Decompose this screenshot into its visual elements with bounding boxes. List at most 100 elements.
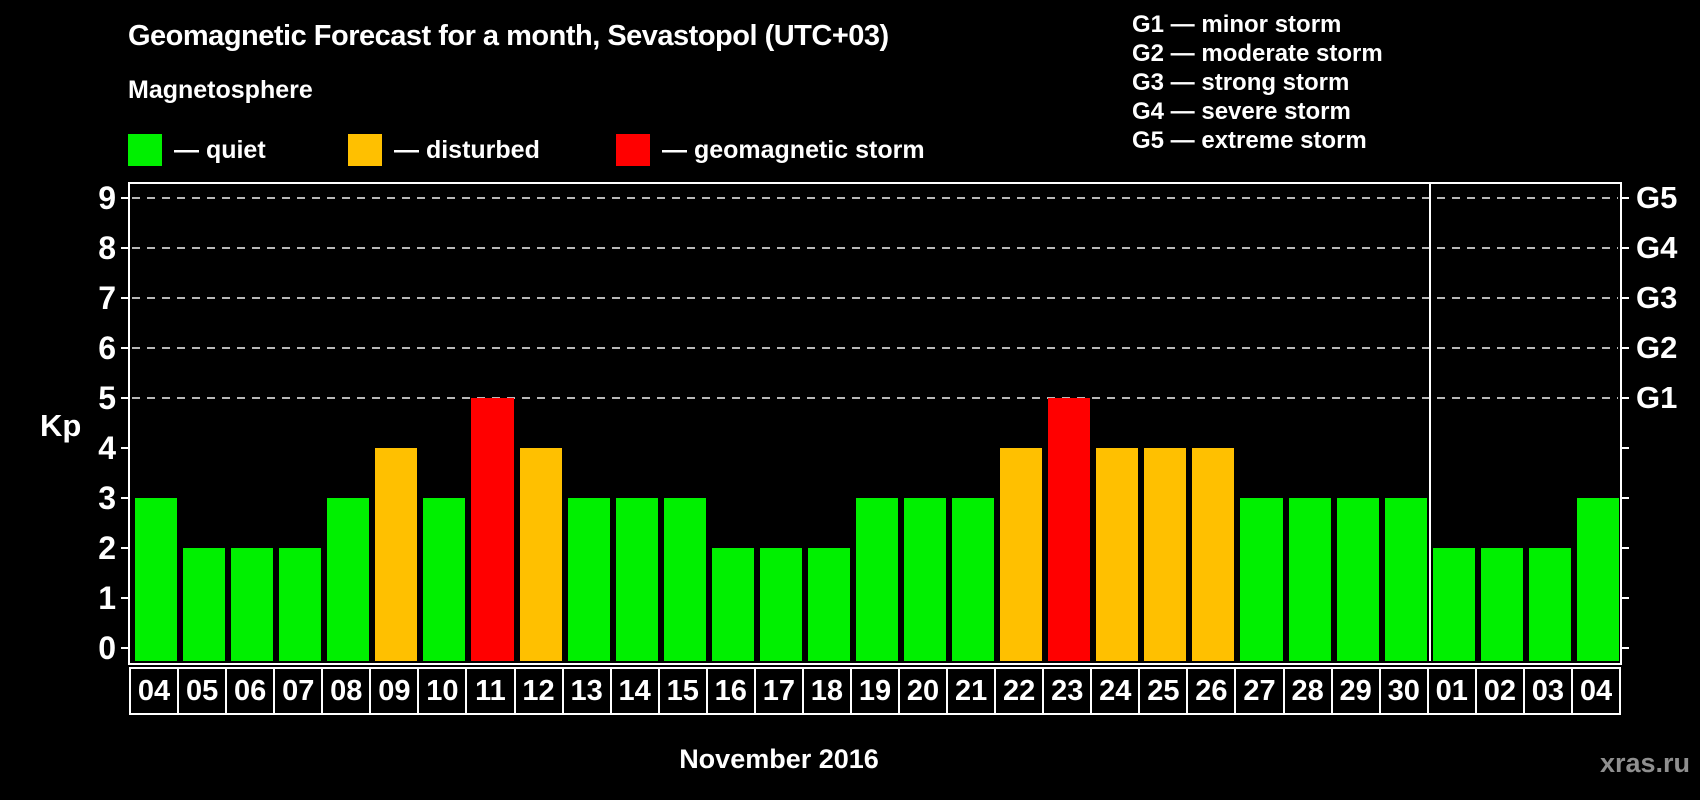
- bar-nov-22: [1000, 448, 1043, 661]
- day-label-nov-08: 08: [321, 667, 372, 715]
- day-label-nov-06: 06: [225, 667, 276, 715]
- y-tick-right-6: [1620, 347, 1629, 349]
- y-tick-right-0: [1620, 647, 1629, 649]
- y-tick-label-8: 8: [98, 230, 116, 266]
- bar-nov-18: [807, 548, 850, 661]
- y-tick-left-6: [121, 347, 130, 349]
- legend-item-disturbed: — disturbed: [348, 134, 540, 166]
- day-label-nov-13: 13: [561, 667, 612, 715]
- day-label-dec-02: 02: [1474, 667, 1525, 715]
- y-tick-label-1: 1: [98, 580, 116, 616]
- bar-nov-15: [663, 498, 706, 661]
- day-label-nov-16: 16: [705, 667, 756, 715]
- y-tick-label-0: 0: [98, 630, 116, 666]
- day-label-nov-20: 20: [898, 667, 949, 715]
- day-label-dec-04: 04: [1570, 667, 1621, 715]
- g-legend-line-g2: G2 — moderate storm: [1132, 40, 1383, 67]
- day-label-nov-14: 14: [609, 667, 660, 715]
- page-title: Geomagnetic Forecast for a month, Sevast…: [128, 20, 889, 52]
- bar-dec-01: [1432, 548, 1475, 661]
- bar-nov-24: [1096, 448, 1139, 661]
- y-tick-right-4: [1620, 447, 1629, 449]
- y-tick-left-2: [121, 547, 130, 549]
- day-label-nov-07: 07: [273, 667, 324, 715]
- bar-nov-17: [759, 548, 802, 661]
- bar-nov-25: [1144, 448, 1187, 661]
- y-tick-right-9: [1620, 197, 1629, 199]
- g-legend-line-g4: G4 — severe storm: [1132, 98, 1351, 125]
- y-tick-left-0: [121, 647, 130, 649]
- gridline-kp8: [132, 247, 1618, 249]
- day-label-nov-25: 25: [1138, 667, 1189, 715]
- y-tick-label-7: 7: [98, 280, 116, 316]
- g-legend-line-g5: G5 — extreme storm: [1132, 127, 1367, 154]
- bar-dec-02: [1480, 548, 1523, 661]
- month-separator-line: [1428, 182, 1431, 661]
- gridline-kp5: [132, 397, 1618, 399]
- g-legend-line-g1: G1 — minor storm: [1132, 11, 1342, 38]
- magnetosphere-subtitle: Magnetosphere: [128, 76, 313, 104]
- bar-dec-03: [1528, 548, 1571, 661]
- bar-nov-14: [615, 498, 658, 661]
- y-tick-right-7: [1620, 297, 1629, 299]
- g-scale-legend: G1 — minor storm G2 — moderate storm G3 …: [1132, 10, 1383, 155]
- y-tick-right-8: [1620, 247, 1629, 249]
- bar-nov-30: [1384, 498, 1427, 661]
- g-tick-label-g5: G5: [1636, 180, 1678, 215]
- legend-item-quiet: — quiet: [128, 134, 266, 166]
- bar-nov-09: [375, 448, 418, 661]
- y-tick-right-2: [1620, 547, 1629, 549]
- gridline-kp9: [132, 197, 1618, 199]
- g-tick-label-g4: G4: [1636, 230, 1678, 265]
- day-label-dec-01: 01: [1426, 667, 1477, 715]
- legend-label-disturbed: — disturbed: [394, 135, 540, 164]
- y-tick-label-4: 4: [98, 430, 116, 466]
- bar-nov-21: [952, 498, 995, 661]
- g-tick-label-g3: G3: [1636, 280, 1678, 315]
- bar-nov-08: [327, 498, 370, 661]
- day-label-nov-22: 22: [994, 667, 1045, 715]
- y-tick-left-1: [121, 597, 130, 599]
- bar-nov-05: [183, 548, 226, 661]
- bar-nov-23: [1048, 398, 1091, 661]
- day-label-nov-04: 04: [129, 667, 180, 715]
- y-tick-left-5: [121, 397, 130, 399]
- magnetosphere-legend: — quiet — disturbed — geomagnetic storm: [128, 134, 1128, 166]
- day-label-nov-29: 29: [1330, 667, 1381, 715]
- y-tick-right-3: [1620, 497, 1629, 499]
- day-label-nov-09: 09: [369, 667, 420, 715]
- day-label-nov-15: 15: [657, 667, 708, 715]
- day-label-nov-11: 11: [465, 667, 516, 715]
- day-label-nov-28: 28: [1282, 667, 1333, 715]
- day-label-nov-30: 30: [1378, 667, 1429, 715]
- day-label-nov-19: 19: [849, 667, 901, 715]
- day-label-nov-27: 27: [1234, 667, 1285, 715]
- y-tick-left-9: [121, 197, 130, 199]
- bar-nov-06: [231, 548, 274, 661]
- bar-nov-16: [711, 548, 754, 661]
- legend-label-storm: — geomagnetic storm: [662, 135, 925, 164]
- bar-nov-28: [1288, 498, 1331, 661]
- bar-nov-07: [279, 548, 322, 661]
- day-label-nov-18: 18: [801, 667, 852, 715]
- day-label-dec-03: 03: [1522, 667, 1573, 715]
- y-tick-label-2: 2: [98, 530, 116, 566]
- g-legend-line-g3: G3 — strong storm: [1132, 69, 1350, 96]
- bar-nov-13: [567, 498, 610, 661]
- y-tick-left-8: [121, 247, 130, 249]
- disturbed-color-swatch: [348, 134, 382, 166]
- day-label-nov-24: 24: [1090, 667, 1141, 715]
- plot-area: 0 1 2 3 4 5 6 7 8 9 G1 G2 G3 G4 G5: [98, 180, 1677, 666]
- legend-label-quiet: — quiet: [174, 135, 266, 164]
- bar-nov-11: [471, 398, 514, 661]
- y-tick-left-7: [121, 297, 130, 299]
- bar-nov-20: [904, 498, 947, 661]
- gridline-kp7: [132, 297, 1618, 299]
- y-tick-left-3: [121, 497, 130, 499]
- bar-nov-12: [519, 448, 562, 661]
- day-label-nov-23: 23: [1042, 667, 1093, 715]
- day-label-nov-21: 21: [946, 667, 997, 715]
- bar-nov-26: [1192, 448, 1235, 661]
- bar-nov-10: [423, 498, 466, 661]
